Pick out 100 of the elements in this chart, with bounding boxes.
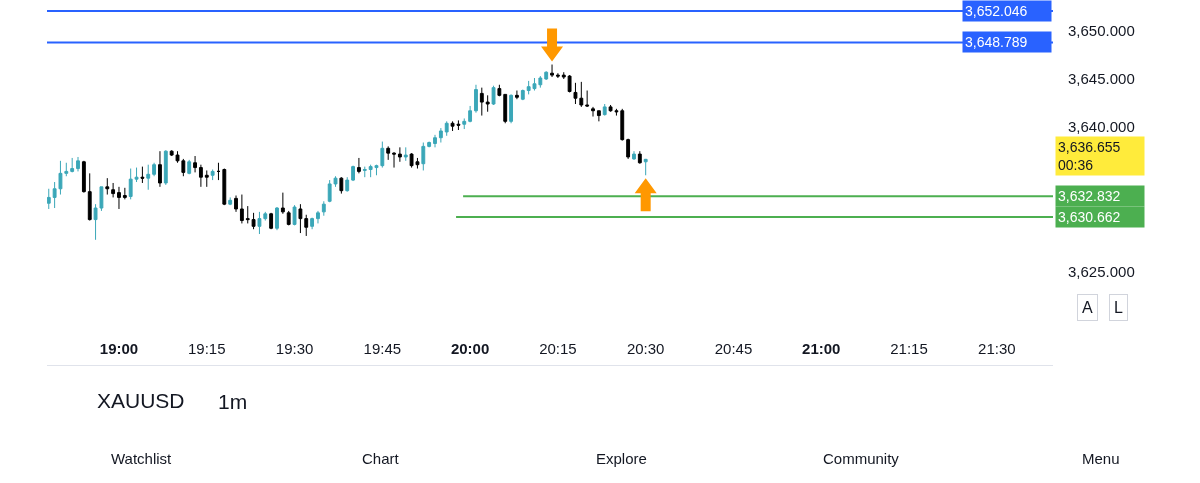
x-tick-label: 20:15 bbox=[539, 340, 577, 357]
candlestick bbox=[403, 146, 408, 162]
candlestick bbox=[146, 164, 151, 191]
candlestick bbox=[351, 165, 356, 182]
text: A bbox=[1082, 299, 1093, 316]
candlestick bbox=[105, 177, 110, 196]
candlestick bbox=[198, 164, 203, 188]
text: 3,636.655 00:36 bbox=[1058, 139, 1121, 174]
candlestick bbox=[515, 90, 519, 100]
y-tick-label: 3,645.000 bbox=[1068, 70, 1135, 88]
x-tick-label: 21:30 bbox=[978, 340, 1016, 357]
candlestick bbox=[81, 160, 86, 194]
candlestick bbox=[163, 149, 168, 186]
candlestick bbox=[286, 210, 291, 226]
data-label: 3,630.662 bbox=[1058, 209, 1121, 225]
candlestick bbox=[427, 141, 432, 148]
candlestick bbox=[298, 203, 303, 234]
candlestick bbox=[479, 87, 484, 117]
text: Community bbox=[823, 450, 900, 467]
candlestick bbox=[485, 94, 490, 113]
candlestick bbox=[87, 172, 92, 222]
candlestick bbox=[122, 187, 127, 200]
x-tick-label: 21:00 bbox=[802, 340, 841, 357]
candlestick bbox=[585, 90, 590, 108]
candlestick bbox=[544, 70, 549, 81]
candlestick bbox=[643, 158, 648, 176]
candlestick bbox=[339, 176, 344, 195]
text: XAUUSD bbox=[97, 389, 185, 413]
candlestick bbox=[228, 196, 233, 206]
candlestick bbox=[626, 138, 631, 160]
candlestick bbox=[421, 142, 426, 171]
text: Watchlist bbox=[111, 450, 173, 467]
candlestick bbox=[117, 186, 121, 210]
candlestick bbox=[397, 146, 402, 163]
candlestick bbox=[70, 157, 75, 173]
x-tick-label: 19:45 bbox=[363, 340, 402, 357]
data-label: 3,632.832 bbox=[1058, 188, 1121, 204]
text: Chart bbox=[362, 450, 400, 467]
y-tick-label: 3,625.000 bbox=[1068, 262, 1135, 280]
candlestick bbox=[509, 93, 514, 124]
text: Explore bbox=[596, 450, 647, 467]
candlestick bbox=[216, 162, 221, 181]
candlestick bbox=[292, 204, 297, 226]
candlestick bbox=[275, 206, 279, 231]
y-tick-label: 3,640.000 bbox=[1068, 118, 1135, 136]
candlestick bbox=[520, 89, 525, 101]
candlestick bbox=[269, 212, 274, 230]
candlestick bbox=[210, 169, 215, 181]
candlestick bbox=[444, 120, 449, 137]
text: Menu bbox=[1082, 450, 1120, 467]
x-tick-label: 19:15 bbox=[188, 340, 226, 357]
candlestick bbox=[158, 150, 162, 188]
candlestick bbox=[47, 188, 51, 210]
y-tick-label: 3,650.000 bbox=[1068, 22, 1135, 40]
candlestick bbox=[602, 103, 607, 117]
x-tick-label: 19:00 bbox=[99, 340, 139, 357]
candlestick bbox=[152, 162, 157, 177]
x-tick-label: 19:30 bbox=[275, 340, 314, 357]
candlestick bbox=[438, 127, 443, 144]
candlestick bbox=[345, 176, 350, 193]
candlestick bbox=[561, 71, 566, 80]
candlestick bbox=[234, 195, 238, 213]
candlestick bbox=[76, 156, 80, 172]
candlestick bbox=[362, 166, 367, 178]
text: L bbox=[1114, 299, 1123, 316]
candlestick bbox=[433, 134, 437, 148]
x-tick-label: 20:45 bbox=[714, 340, 753, 357]
candlestick bbox=[596, 110, 601, 122]
candlestick bbox=[321, 200, 326, 217]
text: 1m bbox=[218, 390, 248, 413]
candlestick bbox=[222, 168, 227, 206]
candlestick bbox=[632, 150, 636, 161]
candlestick bbox=[491, 85, 496, 106]
x-tick-label: 20:00 bbox=[450, 340, 490, 357]
candlestick bbox=[280, 192, 285, 215]
candlestick bbox=[503, 93, 508, 124]
candlestick bbox=[637, 150, 642, 165]
candlestick bbox=[111, 182, 116, 198]
candlestick bbox=[140, 166, 145, 184]
candlestick bbox=[567, 74, 572, 93]
candlestick bbox=[386, 145, 391, 161]
x-tick-label: 21:15 bbox=[890, 340, 928, 357]
candlestick bbox=[310, 217, 315, 230]
candlestick bbox=[555, 72, 560, 79]
candlestick bbox=[316, 210, 320, 224]
candlestick bbox=[550, 64, 554, 78]
candlestick bbox=[239, 194, 244, 224]
candlestick bbox=[497, 84, 502, 97]
candlestick bbox=[474, 84, 478, 114]
candlestick bbox=[187, 159, 192, 175]
candlestick bbox=[591, 106, 595, 118]
ref-line-label: 3,648.789 bbox=[965, 34, 1028, 50]
candlestick bbox=[193, 155, 197, 173]
candlestick bbox=[468, 105, 473, 123]
x-tick-label: 20:30 bbox=[626, 340, 665, 357]
candlestick bbox=[392, 151, 396, 169]
candlestick bbox=[304, 214, 309, 237]
candlestick bbox=[462, 117, 467, 130]
candlestick bbox=[356, 157, 361, 174]
candlestick bbox=[204, 169, 209, 188]
